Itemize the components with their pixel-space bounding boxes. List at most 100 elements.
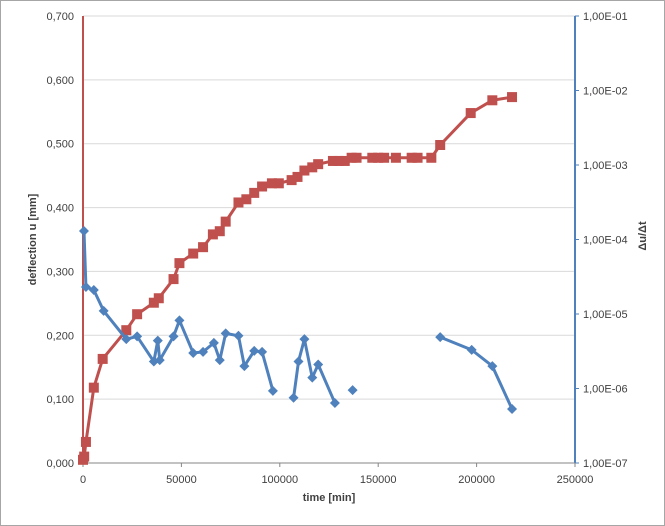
rate-point <box>329 397 340 408</box>
rate-point <box>152 335 163 346</box>
rate-point <box>299 334 310 345</box>
rate-point <box>98 305 109 316</box>
rate-point <box>257 346 268 357</box>
rate-point <box>220 328 231 339</box>
y2-tick-label: 1,00E-07 <box>583 458 628 470</box>
rate-point <box>507 404 518 415</box>
deflection-point <box>351 152 362 163</box>
x-tick-label: 150000 <box>360 474 397 486</box>
deflection-point <box>406 152 417 163</box>
rate-point <box>88 284 99 295</box>
deflection-point <box>121 325 132 336</box>
deflection-point <box>233 197 244 208</box>
deflection-point <box>373 152 384 163</box>
deflection-point <box>307 162 318 173</box>
deflection-point <box>299 165 310 176</box>
gridlines <box>83 15 575 400</box>
rate-line-segment <box>439 335 514 410</box>
deflection-point <box>97 353 108 364</box>
deflection-point <box>426 152 437 163</box>
y2-tick-label: 1,00E-02 <box>583 86 628 98</box>
y-tick-label: 0,300 <box>46 266 74 278</box>
rate-point <box>239 361 250 372</box>
deflection-point <box>88 382 99 393</box>
x-tick-label: 0 <box>80 474 86 486</box>
rate-point <box>466 344 477 355</box>
deflection-point <box>286 175 297 186</box>
x-tick-label: 200000 <box>458 474 495 486</box>
deflection-point <box>241 194 252 205</box>
rate-point <box>267 385 278 396</box>
y2-tick-label: 1,00E-01 <box>583 11 628 23</box>
deflection-point <box>257 181 268 192</box>
y-tick-label: 0,200 <box>46 330 74 342</box>
deflection-point <box>339 155 350 166</box>
rate-point <box>121 334 132 345</box>
deflection-point <box>214 226 225 237</box>
y2-tick-label: 1,00E-03 <box>583 160 628 172</box>
deflection-point <box>435 139 446 150</box>
y-tick-label: 0,000 <box>46 458 74 470</box>
deflection-point <box>465 108 476 119</box>
rate-point <box>78 226 89 237</box>
deflection-line <box>81 95 513 461</box>
rate-point <box>198 346 209 357</box>
rate-point <box>214 355 225 366</box>
series <box>78 92 518 465</box>
x-axis-title: time [min] <box>303 492 356 504</box>
deflection-point <box>367 152 378 163</box>
deflection-point <box>412 152 423 163</box>
y-axis-title: deflection u [mm] <box>27 193 39 285</box>
rate-point <box>288 392 299 403</box>
rate-point <box>80 282 91 293</box>
deflection-point <box>266 178 277 189</box>
y-tick-label: 0,400 <box>46 203 74 215</box>
deflection-point <box>292 171 303 182</box>
deflection-point <box>168 274 179 285</box>
deflection-point <box>273 178 284 189</box>
deflection-point <box>198 242 209 253</box>
rate-point <box>313 359 324 370</box>
x-tick-label: 100000 <box>261 474 298 486</box>
deflection-point <box>174 258 185 269</box>
deflection-point <box>379 152 390 163</box>
y-tick-label: 0,100 <box>46 394 74 406</box>
rate-point <box>233 330 244 341</box>
rate-point <box>208 337 219 348</box>
y2-axis-title: Δu/Δt <box>637 221 649 251</box>
y2-tick-label: 1,00E-06 <box>583 384 628 396</box>
rate-line-segment <box>292 337 337 404</box>
deflection-point <box>79 451 90 462</box>
rate-point <box>132 331 143 342</box>
deflection-point <box>507 92 518 103</box>
deflection-point <box>487 95 498 106</box>
x-tick-label: 250000 <box>557 474 594 486</box>
axes <box>82 16 576 464</box>
y2-tick-label: 1,00E-05 <box>583 309 628 321</box>
rate-point <box>487 361 498 372</box>
x-tick-label: 50000 <box>166 474 197 486</box>
rate-point <box>435 332 446 343</box>
deflection-point <box>220 216 231 227</box>
y-tick-label: 0,700 <box>46 11 74 23</box>
rate-point <box>188 347 199 358</box>
rate-point <box>347 385 358 396</box>
deflection-point <box>249 187 260 198</box>
deflection-point <box>188 248 199 259</box>
rate-point <box>293 356 304 367</box>
rate-point <box>249 345 260 356</box>
rate-point <box>307 372 318 383</box>
rate-point <box>168 331 179 342</box>
tick-labels: 0,000 0,100 0,200 0,300 0,400 0,500 0,600 0,700… <box>46 11 627 486</box>
rate-point <box>154 355 165 366</box>
deflection-point <box>327 155 338 166</box>
deflection-point <box>153 293 164 304</box>
deflection-point <box>80 436 91 447</box>
y2-tick-label: 1,00E-04 <box>583 235 628 247</box>
deflection-point <box>390 152 401 163</box>
deflection-point <box>333 155 344 166</box>
rate-point <box>174 315 185 326</box>
deflection-point <box>207 229 218 240</box>
